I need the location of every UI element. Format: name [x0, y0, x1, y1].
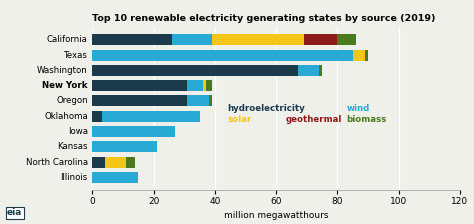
Bar [92, 80, 187, 91]
Bar [92, 157, 105, 168]
Text: solar: solar [227, 115, 251, 124]
Text: Washington: Washington [37, 66, 88, 75]
Bar [365, 50, 368, 61]
Bar [187, 95, 209, 106]
Bar [92, 126, 175, 137]
Bar [187, 80, 203, 91]
Bar [92, 172, 138, 183]
Bar [319, 65, 322, 76]
Bar [298, 65, 319, 76]
Text: New York: New York [42, 81, 88, 90]
Bar [126, 157, 135, 168]
Text: Oregon: Oregon [56, 97, 88, 106]
Text: geothermal: geothermal [285, 115, 342, 124]
Bar [212, 34, 304, 45]
Text: Texas: Texas [64, 51, 88, 60]
Text: eia: eia [7, 208, 22, 217]
Bar [92, 95, 187, 106]
Text: California: California [47, 35, 88, 44]
Bar [92, 50, 353, 61]
Text: North Carolina: North Carolina [26, 158, 88, 167]
Bar [92, 65, 298, 76]
Bar [101, 111, 200, 122]
Bar [337, 34, 356, 45]
Bar [92, 34, 172, 45]
Text: wind: wind [346, 104, 370, 113]
Bar [92, 141, 157, 152]
Text: biomass: biomass [346, 115, 387, 124]
Bar [209, 95, 212, 106]
Text: Kansas: Kansas [57, 142, 88, 151]
Bar [304, 34, 337, 45]
X-axis label: million megawatthours: million megawatthours [224, 211, 328, 220]
Bar [92, 111, 101, 122]
Bar [206, 80, 212, 91]
Text: Illinois: Illinois [61, 173, 88, 182]
Bar [172, 34, 212, 45]
Text: Top 10 renewable electricity generating states by source (2019): Top 10 renewable electricity generating … [92, 14, 436, 23]
Bar [353, 50, 365, 61]
Text: Oklahoma: Oklahoma [44, 112, 88, 121]
Text: Iowa: Iowa [68, 127, 88, 136]
Text: hydroelectricity: hydroelectricity [227, 104, 305, 113]
Bar [105, 157, 126, 168]
Bar [202, 80, 206, 91]
